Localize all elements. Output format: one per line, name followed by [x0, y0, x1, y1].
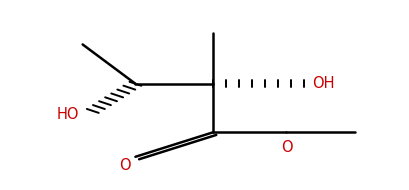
Text: O: O — [119, 158, 131, 173]
Text: O: O — [281, 140, 293, 155]
Text: OH: OH — [312, 76, 335, 91]
Text: HO: HO — [56, 107, 79, 122]
